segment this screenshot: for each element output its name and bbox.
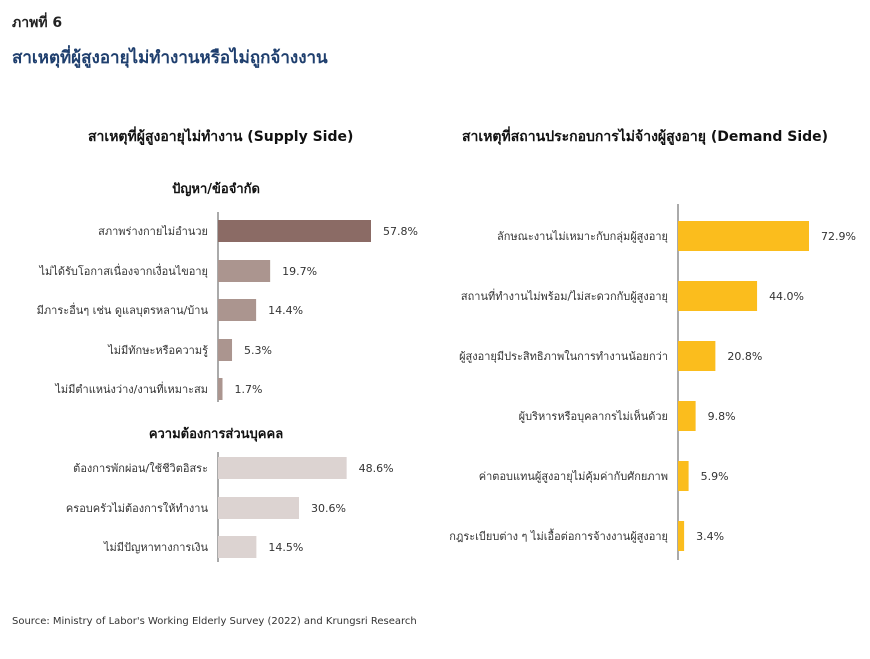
- demand-bar: [678, 221, 809, 251]
- supply-value-label: 48.6%: [359, 462, 394, 475]
- demand-side-chart: ลักษณะงานไม่เหมาะกับกลุ่มผู้สูงอายุ 72.9%…: [449, 204, 856, 560]
- demand-category-label: กฎระเบียบต่าง ๆ ไม่เอื้อต่อการจ้างงานผู้…: [449, 528, 668, 543]
- supply-value-label: 5.3%: [244, 344, 272, 357]
- supply-category-label: สภาพร่างกายไม่อำนวย: [98, 225, 208, 238]
- demand-value-label: 44.0%: [769, 290, 804, 303]
- supply-value-label: 14.5%: [268, 541, 303, 554]
- supply-bar: [218, 378, 223, 400]
- supply-category-label: ไม่มีตำแหน่งว่าง/งานที่เหมาะสม: [54, 381, 208, 396]
- supply-category-label: ไม่ได้รับโอกาสเนื่องจากเงื่อนไขอายุ: [39, 263, 209, 278]
- source-note: Source: Ministry of Labor's Working Elde…: [12, 616, 417, 627]
- demand-value-label: 20.8%: [727, 350, 762, 363]
- demand-bar: [678, 461, 689, 491]
- demand-value-label: 3.4%: [696, 530, 724, 543]
- demand-category-label: ผู้สูงอายุมีประสิทธิภาพในการทำงานน้อยกว่…: [459, 350, 668, 363]
- demand-value-label: 72.9%: [821, 230, 856, 243]
- supply-group-label: ความต้องการส่วนบุคคล: [149, 426, 283, 442]
- supply-value-label: 57.8%: [383, 225, 418, 238]
- supply-category-label: มีภาระอื่นๆ เช่น ดูแลบุตรหลาน/บ้าน: [37, 302, 209, 317]
- supply-value-label: 1.7%: [235, 383, 263, 396]
- demand-category-label: ผู้บริหารหรือบุคลากรไม่เห็นด้วย: [519, 409, 668, 423]
- supply-group-label: ปัญหา/ข้อจำกัด: [172, 181, 260, 197]
- supply-bar: [218, 260, 271, 282]
- supply-value-label: 14.4%: [268, 304, 303, 317]
- supply-bar: [218, 299, 257, 321]
- demand-category-label: ลักษณะงานไม่เหมาะกับกลุ่มผู้สูงอายุ: [497, 230, 668, 243]
- supply-bar: [218, 220, 371, 242]
- demand-value-label: 9.8%: [708, 410, 736, 423]
- supply-bar: [218, 536, 257, 558]
- demand-value-label: 5.9%: [701, 470, 729, 483]
- supply-value-label: 19.7%: [282, 265, 317, 278]
- demand-bar: [678, 521, 685, 551]
- demand-bar: [678, 281, 758, 311]
- supply-category-label: ไม่มีทักษะหรือความรู้: [107, 344, 208, 357]
- supply-chart-title: สาเหตุที่ผู้สูงอายุไม่ทำงาน (Supply Side…: [88, 129, 354, 145]
- supply-bar: [218, 457, 347, 479]
- supply-category-label: ครอบครัวไม่ต้องการให้ทำงาน: [66, 502, 209, 515]
- supply-bar: [218, 339, 233, 361]
- demand-category-label: สถานที่ทำงานไม่พร้อม/ไม่สะดวกกับผู้สูงอา…: [461, 288, 668, 303]
- demand-bar: [678, 341, 716, 371]
- supply-value-label: 30.6%: [311, 502, 346, 515]
- supply-category-label: ไม่มีปัญหาทางการเงิน: [103, 541, 208, 554]
- figure-label: ภาพที่ 6: [12, 15, 63, 31]
- figure-title: สาเหตุที่ผู้สูงอายุไม่ทำงานหรือไม่ถูกจ้า…: [12, 48, 328, 68]
- supply-category-label: ต้องการพักผ่อน/ใช้ชีวิตอิสระ: [73, 462, 208, 475]
- supply-bar: [218, 497, 299, 519]
- demand-bar: [678, 401, 696, 431]
- demand-category-label: ค่าตอบแทนผู้สูงอายุไม่คุ้มค่ากับศักยภาพ: [479, 470, 668, 483]
- demand-chart-title: สาเหตุที่สถานประกอบการไม่จ้างผู้สูงอายุ …: [462, 129, 829, 145]
